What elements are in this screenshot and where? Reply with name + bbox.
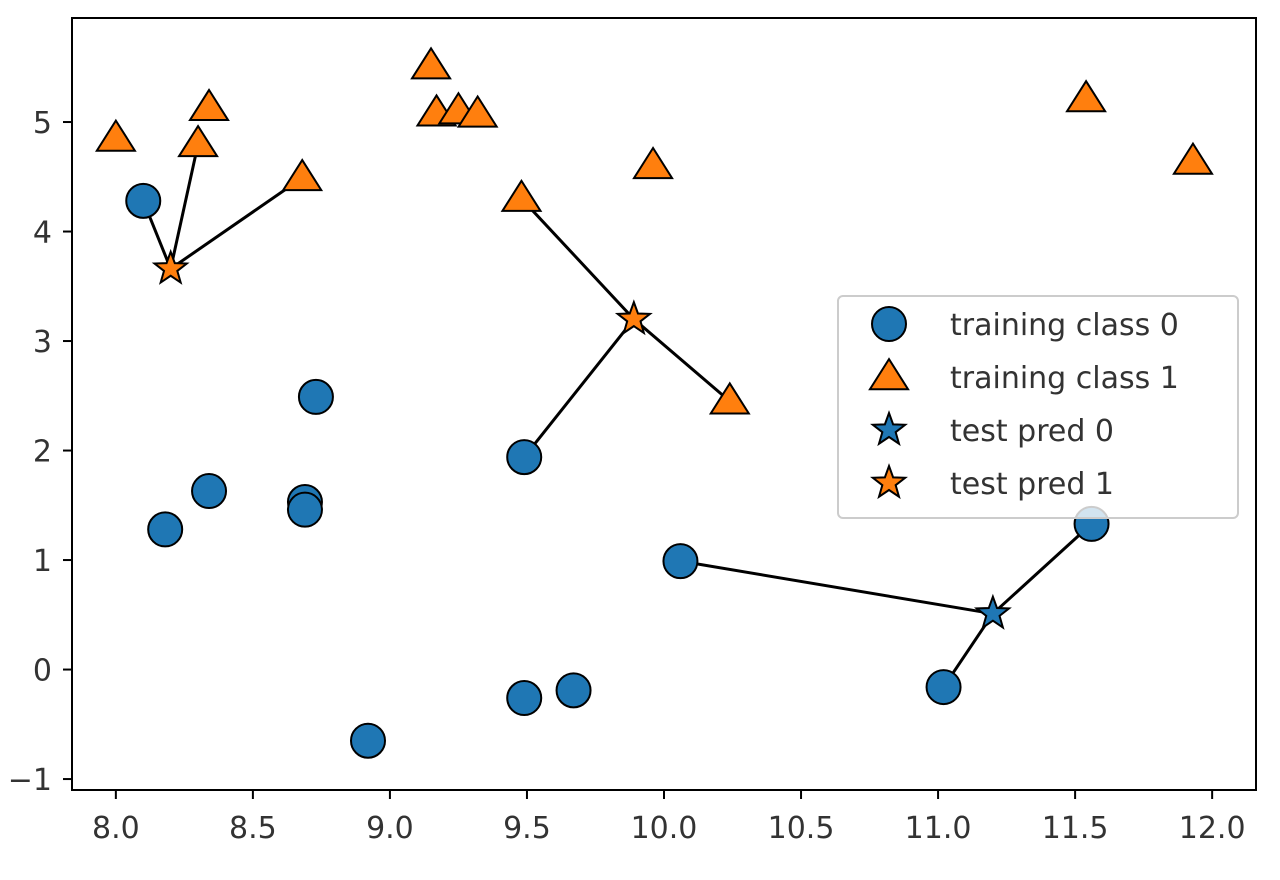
legend-marker — [871, 306, 907, 342]
training-class-1-point — [456, 94, 499, 128]
data-points — [94, 46, 1214, 759]
y-tick-label: 2 — [33, 435, 52, 470]
y-axis-ticks: −1 0 1 2 3 4 5 — [8, 106, 72, 798]
legend-label: test pred 0 — [950, 414, 1114, 449]
training-class-1-point — [94, 118, 137, 152]
neighbor-line — [680, 559, 994, 616]
legend-marker — [868, 357, 910, 391]
training-class-1-point — [177, 124, 219, 158]
y-tick-label: 5 — [33, 106, 52, 141]
x-tick-label: 9.0 — [366, 811, 414, 846]
neighbor-line — [169, 176, 304, 270]
legend-label: test pred 1 — [950, 467, 1114, 502]
y-tick-label: 4 — [33, 216, 52, 251]
x-tick-label: 12.0 — [1179, 811, 1246, 846]
legend-marker — [870, 463, 908, 500]
legend-box — [837, 295, 1239, 519]
neighbor-lines — [141, 143, 1093, 688]
legend-label: training class 1 — [950, 361, 1179, 396]
training-class-1-point — [1065, 79, 1107, 113]
training-class-0-point — [286, 491, 323, 528]
x-tick-label: 8.0 — [92, 811, 140, 846]
training-class-0-point — [191, 473, 228, 510]
x-axis-ticks: 8.0 8.5 9.0 9.5 10.0 10.5 11.0 11.5 12.0 — [92, 790, 1246, 846]
training-class-1-point — [1172, 141, 1214, 175]
training-class-0-point — [506, 680, 543, 717]
x-tick-label: 11.0 — [905, 811, 972, 846]
neighbor-line — [520, 197, 635, 321]
x-tick-label: 11.5 — [1042, 811, 1109, 846]
legend-marker — [870, 410, 908, 447]
training-class-0-point — [662, 543, 699, 580]
training-class-1-point — [500, 178, 543, 212]
x-tick-label: 8.5 — [229, 811, 277, 846]
test-pred-1-point — [151, 248, 190, 285]
x-tick-label: 10.5 — [768, 811, 835, 846]
training-class-0-point — [147, 511, 184, 548]
training-class-1-point — [281, 158, 324, 192]
training-class-0-point — [125, 182, 162, 219]
neighbor-line — [632, 317, 731, 403]
neighbor-line — [991, 522, 1093, 615]
training-class-0-point — [506, 439, 543, 476]
y-tick-label: 3 — [33, 325, 52, 360]
test-pred-1-point — [614, 299, 653, 336]
neighbor-line — [523, 318, 636, 459]
legend-label: training class 0 — [950, 308, 1179, 343]
training-class-1-point — [708, 381, 751, 415]
training-class-1-point — [188, 88, 230, 122]
y-tick-label: 0 — [33, 654, 52, 689]
x-tick-label: 10.0 — [631, 811, 698, 846]
y-tick-label: −1 — [8, 763, 52, 798]
neighbor-line — [169, 143, 200, 270]
training-class-0-point — [297, 378, 334, 415]
y-tick-label: 1 — [33, 544, 52, 579]
x-tick-label: 9.5 — [503, 811, 551, 846]
training-class-0-point — [350, 722, 386, 759]
legend: training class 0 training class 1 test pre… — [837, 295, 1239, 519]
training-class-0-point — [555, 672, 592, 709]
training-class-1-point — [632, 146, 674, 180]
test-pred-0-point — [973, 593, 1012, 630]
training-class-1-point — [410, 46, 452, 80]
training-class-0-point — [925, 669, 962, 706]
